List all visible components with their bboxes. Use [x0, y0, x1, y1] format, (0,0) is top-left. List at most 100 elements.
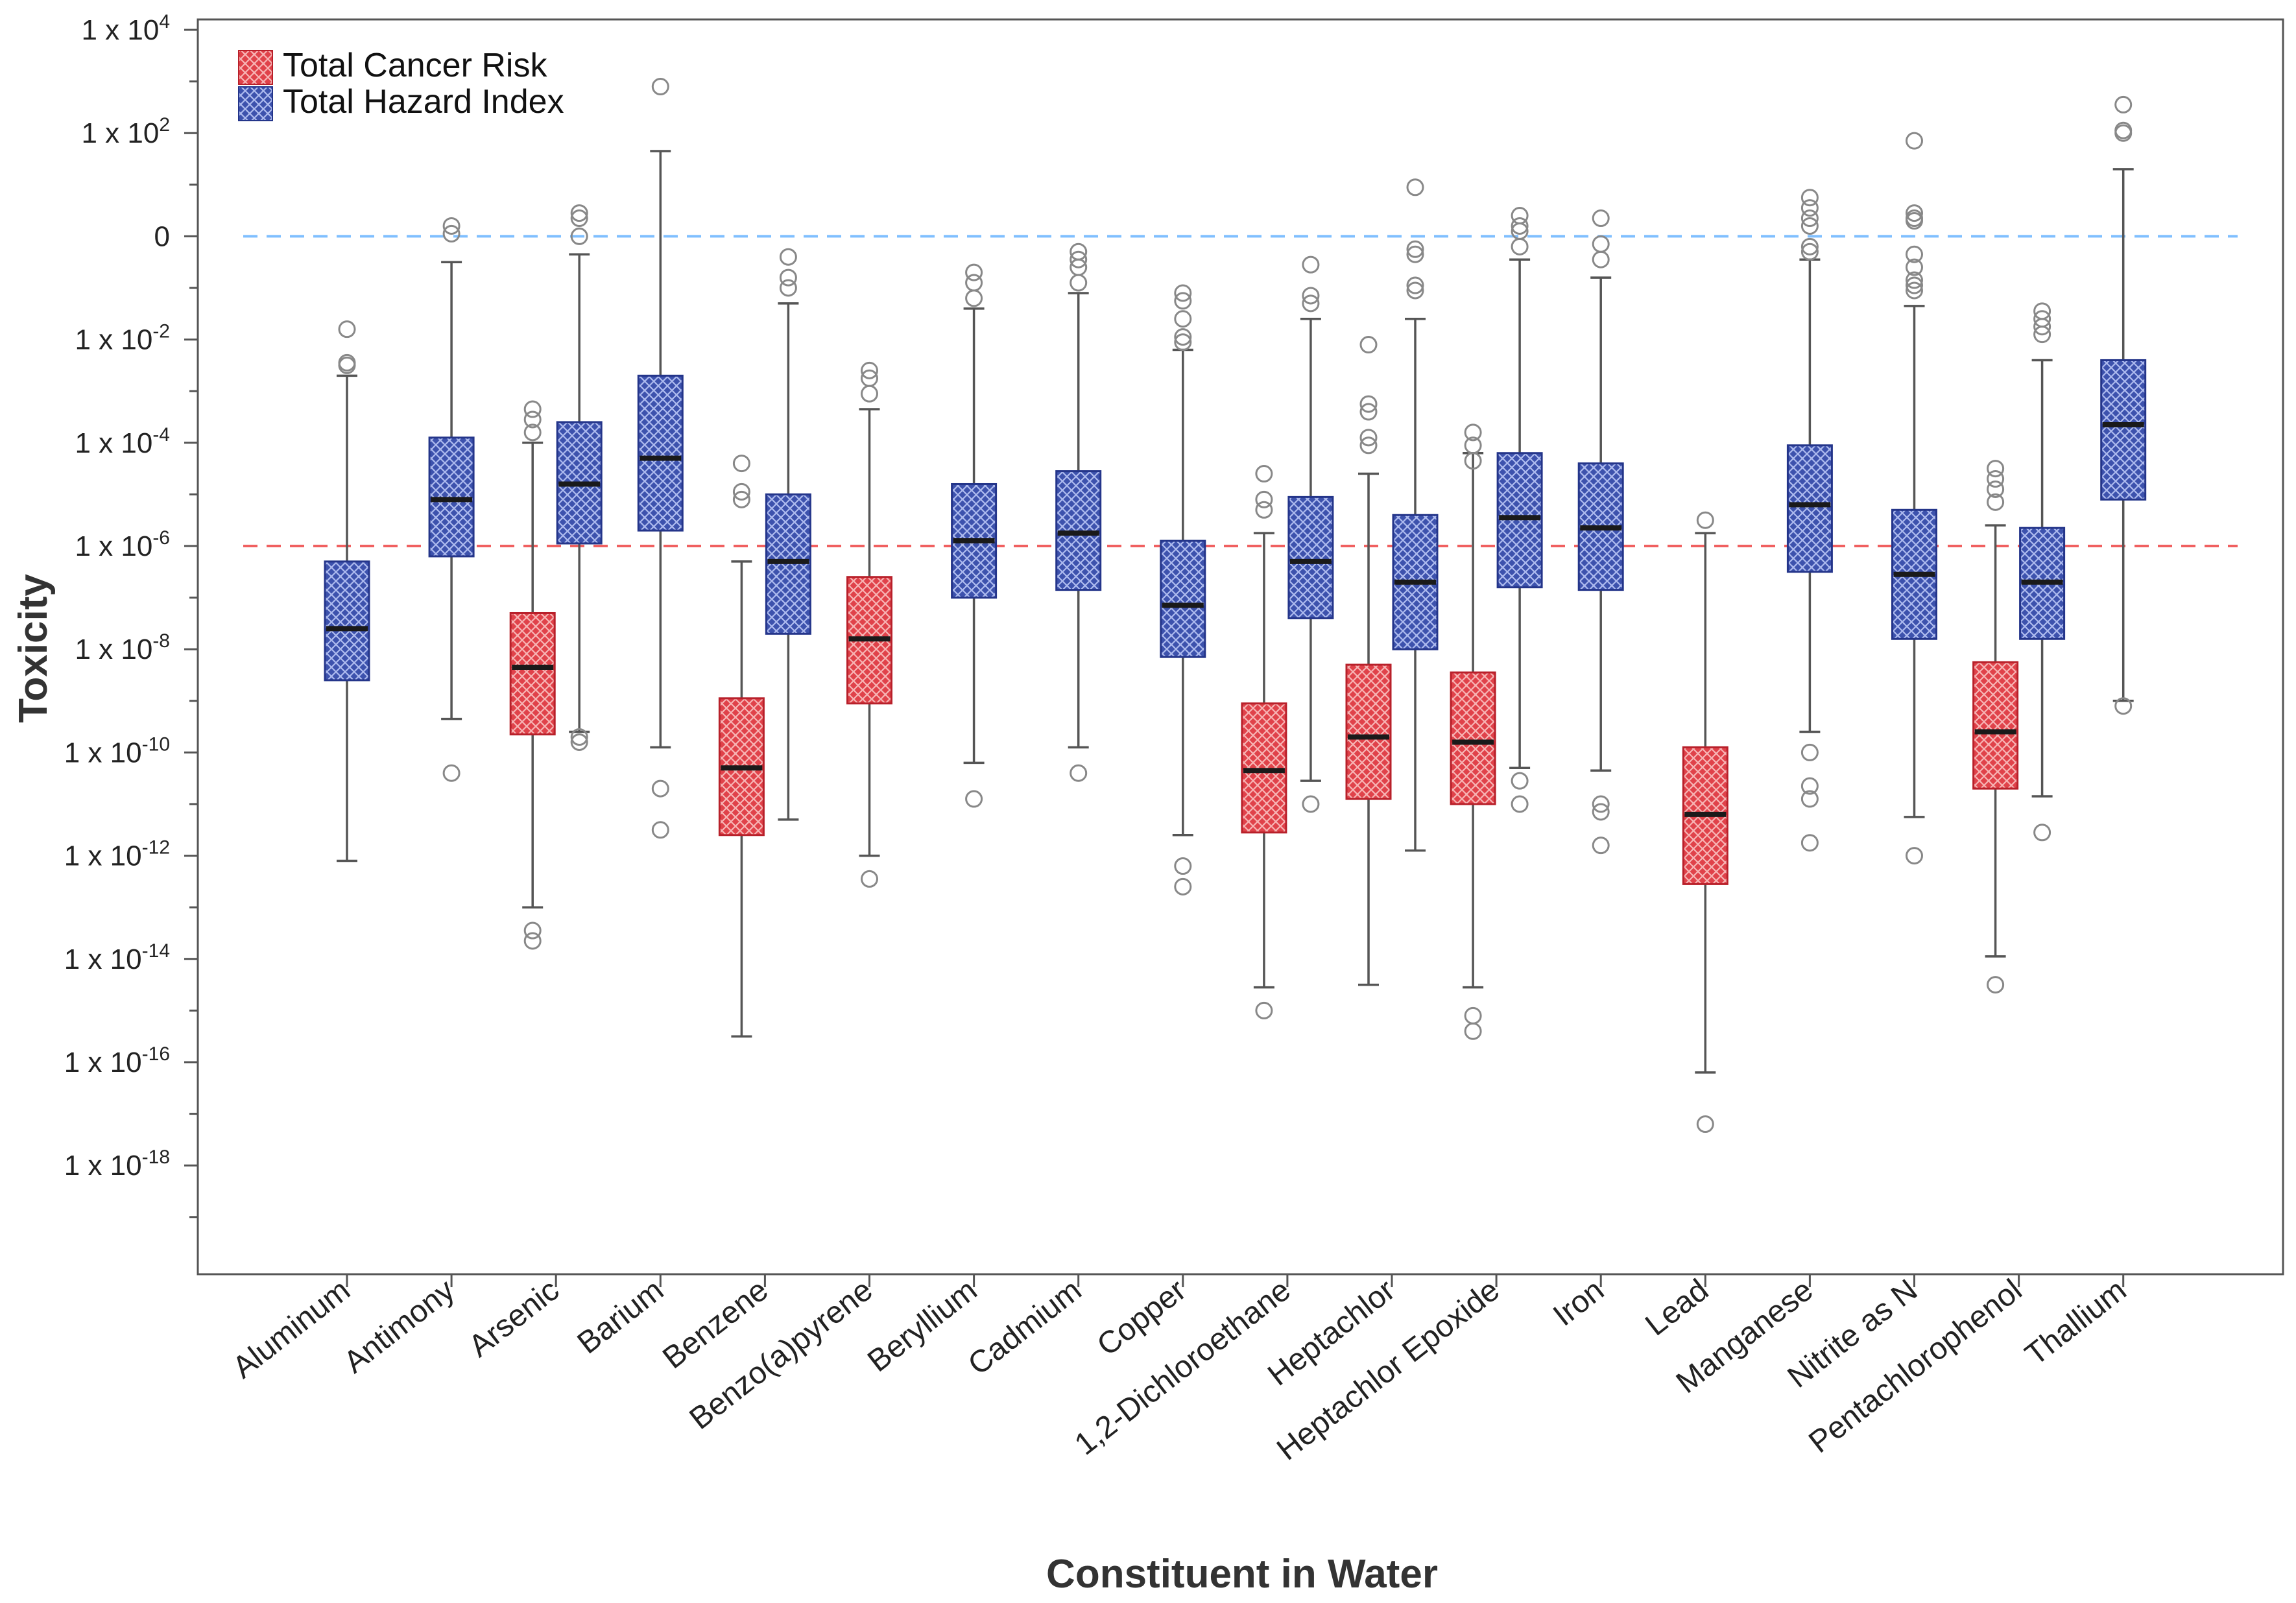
outlier-point — [1800, 834, 1819, 852]
legend-swatch-cancer — [238, 50, 273, 85]
iqr-box — [637, 374, 684, 532]
outlier-point — [523, 423, 542, 442]
outlier-point — [1906, 271, 1923, 289]
category-label: Antimony — [338, 1273, 461, 1380]
y-tick-label: 1 x 10-18 — [64, 1146, 170, 1181]
outlier-point — [1511, 217, 1529, 235]
outlier-point — [1174, 328, 1192, 346]
outlier-point — [732, 482, 750, 501]
box-hazard — [765, 248, 811, 821]
outlier-point — [1511, 772, 1529, 790]
outlier-point — [2033, 824, 2051, 842]
outlier-point — [442, 217, 460, 235]
box-cancer — [1682, 511, 1728, 1134]
outlier-point — [1406, 276, 1424, 294]
outlier-point — [861, 361, 878, 379]
outlier-point — [1255, 1001, 1273, 1019]
outlier-point — [1987, 460, 2005, 478]
outlier-point — [1359, 403, 1378, 421]
outlier-point — [523, 921, 542, 940]
category-label: Arsenic — [462, 1273, 566, 1364]
outlier-point — [1906, 847, 1923, 865]
outlier-point — [1987, 493, 2005, 511]
iqr-box — [2100, 359, 2147, 501]
outlier-point — [1464, 452, 1482, 470]
box-hazard — [1055, 243, 1102, 782]
outlier-point — [1174, 310, 1192, 328]
box-hazard — [2100, 95, 2147, 715]
outlier-point — [523, 410, 542, 429]
outlier-point — [1070, 274, 1088, 292]
outlier-point — [861, 385, 878, 403]
outlier-point — [861, 870, 878, 888]
outlier-point — [1906, 276, 1923, 294]
outlier-point — [779, 248, 797, 266]
outlier-point — [1255, 465, 1273, 483]
y-tick-label: 1 x 102 — [81, 114, 170, 149]
outlier-point — [2033, 326, 2051, 344]
outlier-point — [1255, 490, 1273, 508]
outlier-point — [338, 320, 356, 338]
outlier-point — [1800, 743, 1819, 761]
outlier-point — [651, 78, 669, 96]
outlier-point — [1800, 243, 1819, 261]
outlier-point — [1592, 837, 1610, 855]
iqr-box — [1972, 661, 2019, 790]
outlier-point — [1406, 240, 1424, 258]
outlier-point — [338, 356, 356, 374]
box-hazard — [1577, 209, 1624, 855]
outlier-point — [1696, 511, 1714, 529]
outlier-point — [570, 728, 588, 746]
outlier-point — [1302, 294, 1320, 313]
iqr-box — [1450, 671, 1496, 805]
outlier-point — [965, 289, 983, 307]
outlier-point — [442, 764, 460, 782]
outlier-point — [570, 733, 588, 751]
outlier-point — [2114, 95, 2133, 113]
outlier-point — [1800, 199, 1819, 217]
outlier-point — [523, 932, 542, 950]
y-tick-label: 1 x 10-6 — [75, 527, 170, 562]
box-hazard — [1786, 189, 1833, 852]
outlier-point — [570, 204, 588, 222]
outlier-point — [1406, 178, 1424, 196]
outlier-point — [1987, 976, 2005, 994]
outlier-point — [732, 490, 750, 508]
category-label: Cadmium — [962, 1273, 1088, 1382]
legend: Total Cancer Risk Total Hazard Index — [238, 47, 564, 121]
box-hazard — [428, 217, 475, 782]
outlier-point — [1302, 287, 1320, 305]
iqr-box — [1160, 540, 1206, 658]
iqr-box — [1786, 444, 1833, 573]
y-axis-title: Toxicity — [11, 574, 56, 723]
box-cancer — [1345, 336, 1392, 986]
y-tick-label: 1 x 10-2 — [75, 321, 170, 356]
outlier-point — [1906, 204, 1923, 222]
outlier-point — [1800, 790, 1819, 808]
outlier-point — [1406, 245, 1424, 263]
y-tick-label: 1 x 10-16 — [64, 1043, 170, 1078]
box-cancer — [846, 361, 892, 888]
y-tick-label: 1 x 10-12 — [64, 837, 170, 872]
outlier-point — [1302, 255, 1320, 274]
iqr-box — [324, 560, 370, 682]
outlier-point — [1800, 209, 1819, 228]
box-cancer — [1241, 465, 1287, 1019]
outlier-point — [1800, 189, 1819, 207]
outlier-point — [1359, 429, 1378, 447]
category-label: Lead — [1639, 1273, 1715, 1343]
outlier-point — [1592, 209, 1610, 228]
outlier-point — [779, 279, 797, 297]
outlier-point — [1987, 480, 2005, 498]
iqr-box — [1287, 495, 1334, 619]
outlier-point — [1464, 1022, 1482, 1040]
box-cancer — [509, 400, 556, 950]
outlier-point — [1800, 777, 1819, 795]
outlier-point — [1359, 395, 1378, 413]
box-hazard — [556, 204, 603, 751]
outlier-point — [570, 209, 588, 228]
outlier-point — [1359, 436, 1378, 455]
category-label: Aluminum — [226, 1273, 357, 1385]
outlier-point — [570, 227, 588, 245]
outlier-point — [523, 400, 542, 418]
